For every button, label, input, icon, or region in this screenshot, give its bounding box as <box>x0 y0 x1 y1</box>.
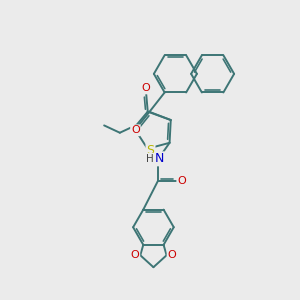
Text: O: O <box>141 83 150 93</box>
Text: H: H <box>146 154 153 164</box>
Text: O: O <box>177 176 186 186</box>
Text: O: O <box>131 125 140 135</box>
Text: N: N <box>155 152 164 165</box>
Text: S: S <box>146 144 154 157</box>
Text: O: O <box>168 250 176 260</box>
Text: O: O <box>130 250 139 260</box>
